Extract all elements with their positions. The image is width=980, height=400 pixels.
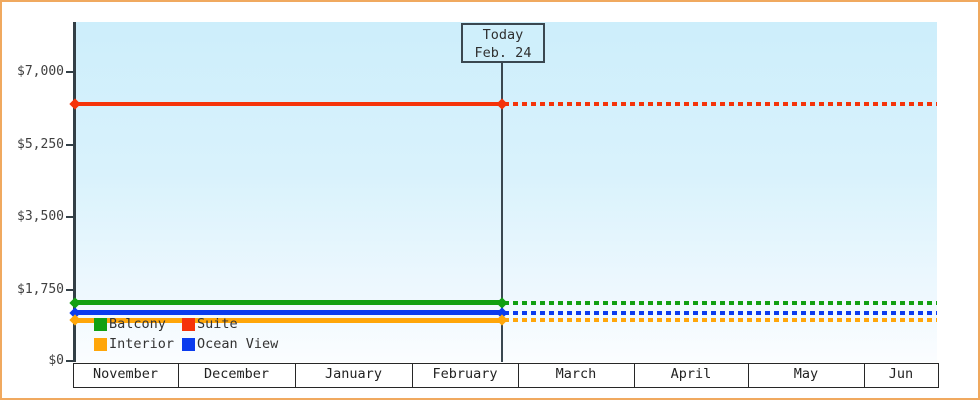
suite-swatch-icon	[182, 317, 195, 331]
today-line	[501, 62, 503, 362]
ocean-view-swatch-icon	[182, 337, 195, 351]
month-cell-january: January	[296, 363, 413, 387]
ocean-view-line-dashed	[504, 310, 937, 315]
legend-item-balcony: Balcony	[94, 316, 182, 332]
legend-label: Interior	[109, 336, 175, 352]
today-date: Feb. 24	[474, 45, 532, 61]
y-tick	[66, 360, 74, 362]
balcony-swatch-icon	[94, 317, 107, 331]
y-axis-label: $1,750	[17, 282, 64, 297]
month-cell-may: May	[749, 363, 865, 387]
interior-swatch-icon	[94, 337, 107, 351]
month-cell-december: December	[179, 363, 296, 387]
legend-row: Interior Ocean View	[94, 334, 278, 354]
balcony-line-dashed	[504, 300, 937, 305]
month-cell-november: November	[74, 363, 179, 387]
suite-line-dashed	[504, 102, 937, 106]
y-axis-line	[73, 22, 76, 362]
legend-item-suite: Suite	[182, 316, 238, 332]
x-axis-month-band: November December January February March…	[72, 362, 939, 388]
legend-item-ocean-view: Ocean View	[182, 336, 278, 352]
legend-row: Balcony Suite	[94, 314, 278, 334]
month-cell-february: February	[413, 363, 519, 387]
y-tick	[66, 71, 74, 73]
y-tick	[66, 143, 74, 146]
y-axis-label: $7,000	[17, 64, 64, 79]
y-tick	[66, 216, 74, 218]
legend-label: Suite	[197, 316, 238, 332]
plot-area	[75, 22, 937, 362]
month-cell-april: April	[635, 363, 749, 387]
today-label: Today	[482, 27, 524, 43]
interior-line-solid	[75, 317, 502, 323]
y-tick	[66, 288, 74, 291]
balcony-line-solid	[75, 300, 502, 305]
interior-line-dashed	[504, 318, 937, 322]
ocean-view-line-solid	[75, 310, 502, 315]
suite-line-solid	[75, 101, 502, 106]
y-axis-label: $3,500	[17, 209, 64, 224]
legend-item-interior: Interior	[94, 336, 182, 352]
y-axis-label: $5,250	[17, 137, 64, 152]
month-cell-june: Jun	[888, 365, 914, 382]
legend-label: Ocean View	[197, 336, 279, 352]
legend: Balcony Suite Interior Ocean View	[94, 314, 278, 354]
y-axis-label: $0	[48, 353, 64, 368]
legend-label: Balcony	[109, 316, 166, 332]
today-annotation-box: Today Feb. 24	[461, 23, 545, 63]
month-cell-march: March	[519, 363, 635, 387]
